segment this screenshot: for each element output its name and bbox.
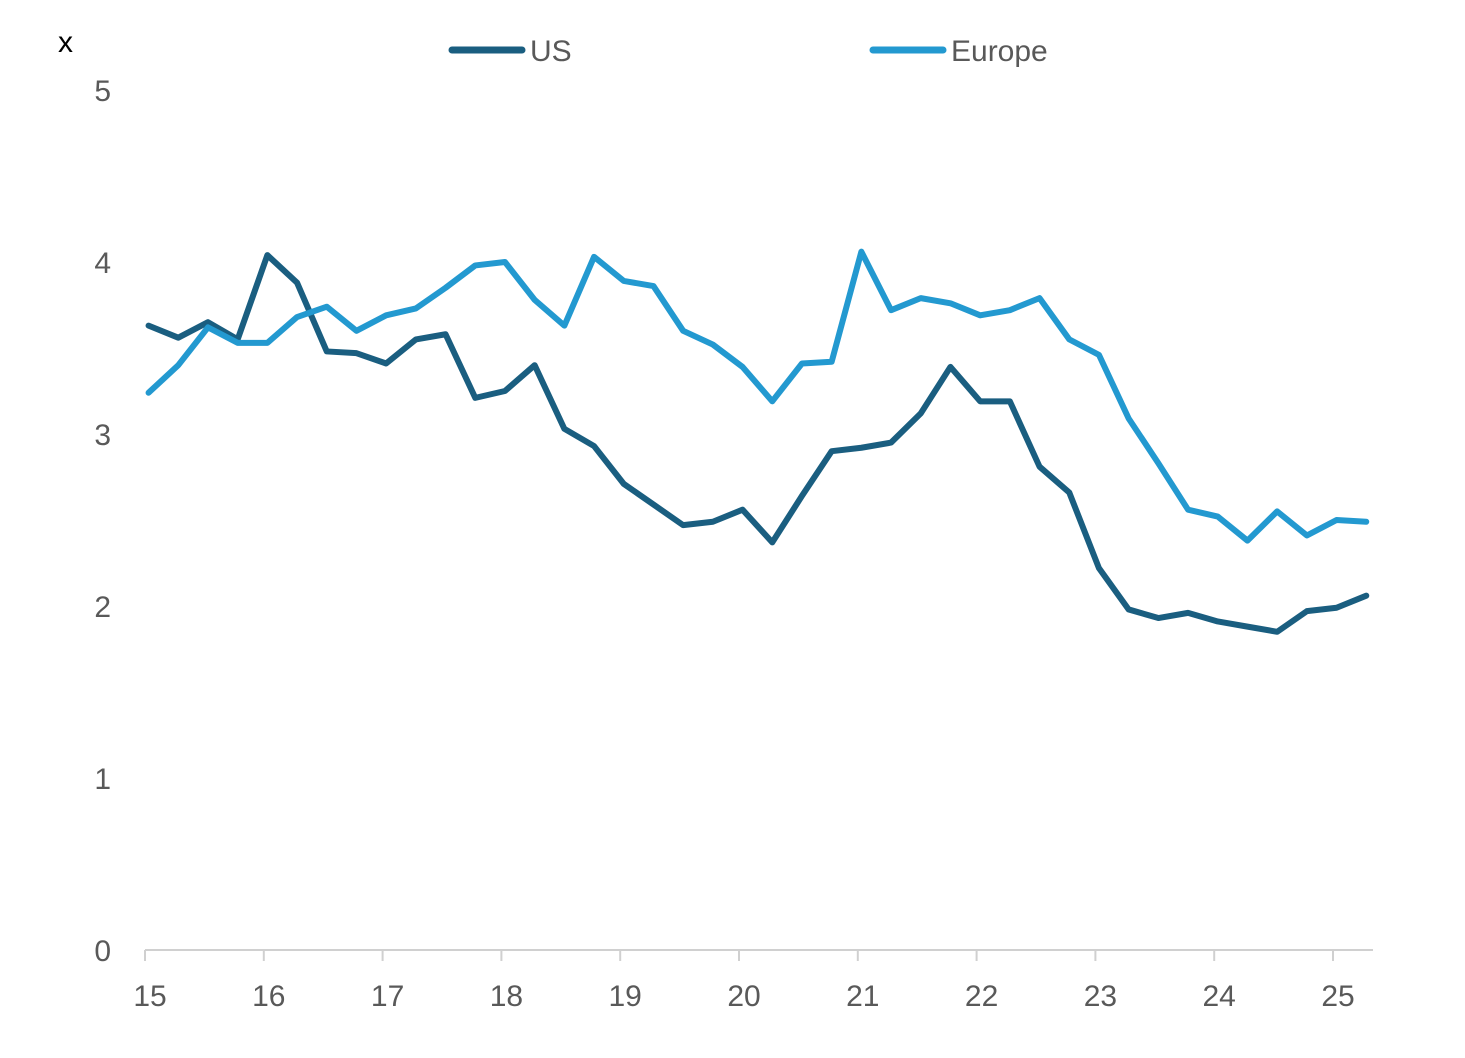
y-tick-label: 4 [94, 247, 111, 280]
y-tick-label: 2 [94, 591, 111, 624]
x-tick-label: 21 [846, 980, 879, 1013]
legend-label-us: US [530, 35, 572, 68]
x-tick-label: 17 [371, 980, 404, 1013]
y-tick-label: 3 [94, 419, 111, 452]
x-tick-label: 25 [1321, 980, 1354, 1013]
y-tick-label: 5 [94, 75, 111, 108]
x-tick-label: 23 [1084, 980, 1117, 1013]
y-tick-label: 1 [94, 763, 111, 796]
series-line-us [145, 252, 1370, 635]
series-lines [145, 248, 1370, 635]
legend-label-europe: Europe [951, 35, 1048, 68]
x-tick-label: 20 [727, 980, 760, 1013]
x-tick-label: 24 [1203, 980, 1236, 1013]
y-axis-label: x [58, 26, 73, 59]
x-tick-label: 16 [252, 980, 285, 1013]
legend: US Europe [448, 35, 1048, 68]
series-line-europe [145, 248, 1370, 544]
x-tick-label: 15 [133, 980, 166, 1013]
x-tick-label: 22 [965, 980, 998, 1013]
x-tick-label: 19 [609, 980, 642, 1013]
x-tick-label: 18 [490, 980, 523, 1013]
y-tick-label: 0 [94, 935, 111, 968]
